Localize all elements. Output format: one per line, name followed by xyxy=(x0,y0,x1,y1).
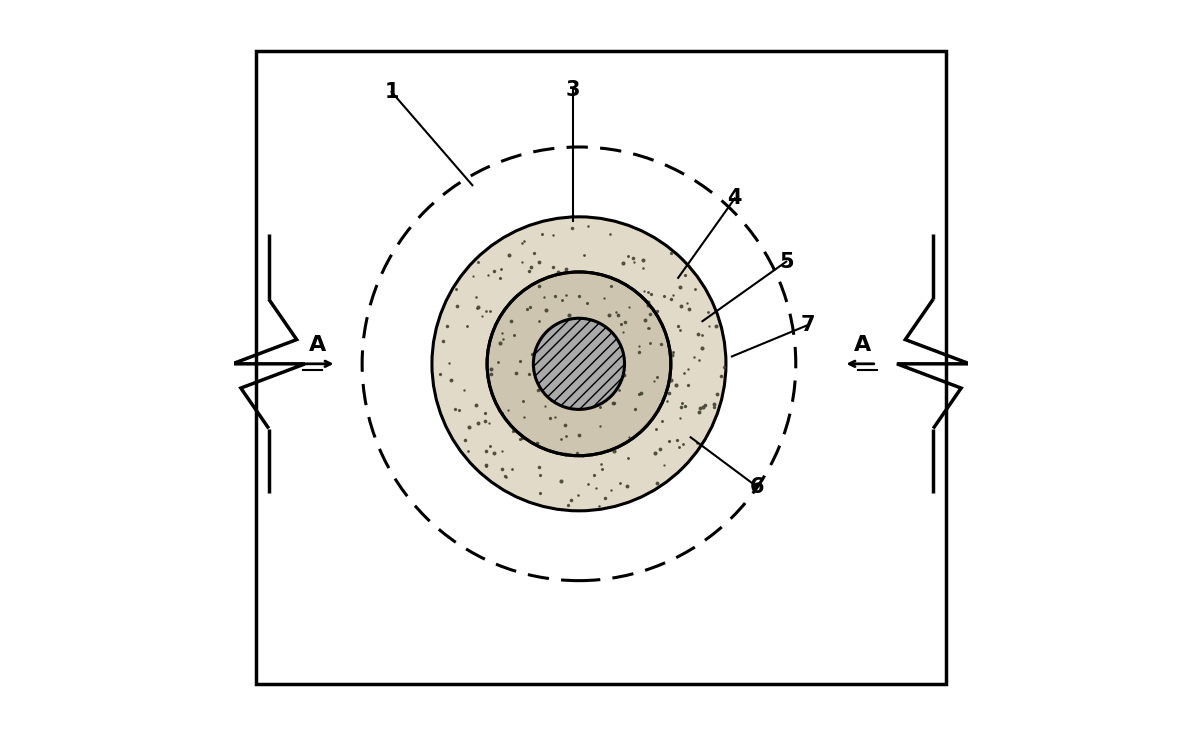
Text: 5: 5 xyxy=(779,251,793,272)
Circle shape xyxy=(432,217,726,511)
Bar xyxy=(256,51,946,684)
Text: 3: 3 xyxy=(566,80,581,101)
Circle shape xyxy=(534,318,625,409)
Text: 7: 7 xyxy=(801,315,815,335)
Text: A: A xyxy=(853,335,870,355)
Circle shape xyxy=(487,272,671,456)
Text: 1: 1 xyxy=(385,82,399,102)
Text: A: A xyxy=(309,335,327,355)
Text: 6: 6 xyxy=(750,476,764,497)
Text: 4: 4 xyxy=(727,188,742,209)
